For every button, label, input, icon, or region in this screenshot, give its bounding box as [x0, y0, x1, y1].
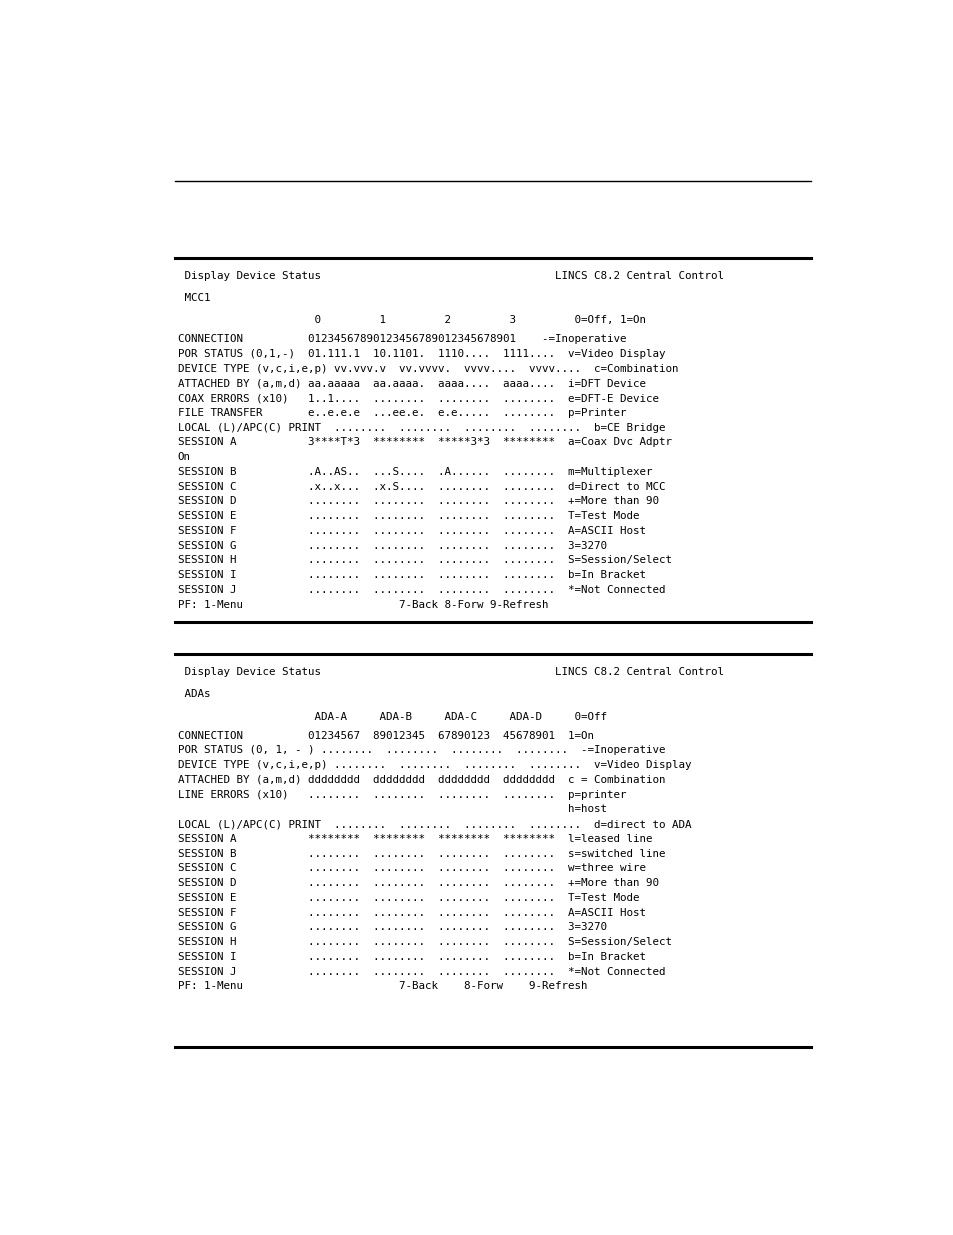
- Text: SESSION F           ........  ........  ........  ........  A=ASCII Host: SESSION F ........ ........ ........ ...…: [177, 526, 645, 536]
- Text: POR STATUS (0,1,-)  01.111.1  10.1101.  1110....  1111....  v=Video Display: POR STATUS (0,1,-) 01.111.1 10.1101. 111…: [177, 350, 664, 359]
- Text: PF: 1-Menu                        7-Back    8-Forw    9-Refresh: PF: 1-Menu 7-Back 8-Forw 9-Refresh: [177, 982, 586, 992]
- Text: FILE TRANSFER       e..e.e.e  ...ee.e.  e.e.....  ........  p=Printer: FILE TRANSFER e..e.e.e ...ee.e. e.e.....…: [177, 408, 625, 417]
- Text: ADA-A     ADA-B     ADA-C     ADA-D     0=Off: ADA-A ADA-B ADA-C ADA-D 0=Off: [177, 711, 606, 721]
- Text: SESSION H           ........  ........  ........  ........  S=Session/Select: SESSION H ........ ........ ........ ...…: [177, 556, 671, 566]
- Text: SESSION G           ........  ........  ........  ........  3=3270: SESSION G ........ ........ ........ ...…: [177, 923, 606, 932]
- Text: SESSION E           ........  ........  ........  ........  T=Test Mode: SESSION E ........ ........ ........ ...…: [177, 893, 639, 903]
- Text: LINE ERRORS (x10)   ........  ........  ........  ........  p=printer: LINE ERRORS (x10) ........ ........ ....…: [177, 789, 625, 800]
- Text: SESSION J           ........  ........  ........  ........  *=Not Connected: SESSION J ........ ........ ........ ...…: [177, 585, 664, 595]
- Text: DEVICE TYPE (v,c,i,e,p) ........  ........  ........  ........  v=Video Display: DEVICE TYPE (v,c,i,e,p) ........ .......…: [177, 761, 690, 771]
- Text: DEVICE TYPE (v,c,i,e,p) vv.vvv.v  vv.vvvv.  vvvv....  vvvv....  c=Combination: DEVICE TYPE (v,c,i,e,p) vv.vvv.v vv.vvvv…: [177, 363, 678, 374]
- Text: ATTACHED BY (a,m,d) dddddddd  dddddddd  dddddddd  dddddddd  c = Combination: ATTACHED BY (a,m,d) dddddddd dddddddd dd…: [177, 776, 664, 785]
- Text: CONNECTION          01234567  89012345  67890123  45678901  1=On: CONNECTION 01234567 89012345 67890123 45…: [177, 731, 593, 741]
- Text: 0         1         2         3         0=Off, 1=On: 0 1 2 3 0=Off, 1=On: [177, 315, 645, 325]
- Text: h=host: h=host: [177, 804, 606, 814]
- Text: On: On: [177, 452, 191, 462]
- Text: SESSION E           ........  ........  ........  ........  T=Test Mode: SESSION E ........ ........ ........ ...…: [177, 511, 639, 521]
- Text: SESSION B           ........  ........  ........  ........  s=switched line: SESSION B ........ ........ ........ ...…: [177, 848, 664, 858]
- Text: SESSION D           ........  ........  ........  ........  +=More than 90: SESSION D ........ ........ ........ ...…: [177, 496, 658, 506]
- Text: SESSION I           ........  ........  ........  ........  b=In Bracket: SESSION I ........ ........ ........ ...…: [177, 571, 645, 580]
- Text: ADAs: ADAs: [177, 689, 210, 699]
- Text: Display Device Status                                    LINCS C8.2 Central Cont: Display Device Status LINCS C8.2 Central…: [177, 270, 723, 280]
- Text: SESSION A           3****T*3  ********  *****3*3  ********  a=Coax Dvc Adptr: SESSION A 3****T*3 ******** *****3*3 ***…: [177, 437, 671, 447]
- Text: MCC1: MCC1: [177, 293, 210, 303]
- Text: PF: 1-Menu                        7-Back 8-Forw 9-Refresh: PF: 1-Menu 7-Back 8-Forw 9-Refresh: [177, 599, 548, 610]
- Text: SESSION F           ........  ........  ........  ........  A=ASCII Host: SESSION F ........ ........ ........ ...…: [177, 908, 645, 918]
- Text: ATTACHED BY (a,m,d) aa.aaaaa  aa.aaaa.  aaaa....  aaaa....  i=DFT Device: ATTACHED BY (a,m,d) aa.aaaaa aa.aaaa. aa…: [177, 378, 645, 389]
- Text: COAX ERRORS (x10)   1..1....  ........  ........  ........  e=DFT-E Device: COAX ERRORS (x10) 1..1.... ........ ....…: [177, 393, 658, 403]
- Text: POR STATUS (0, 1, - ) ........  ........  ........  ........  -=Inoperative: POR STATUS (0, 1, - ) ........ ........ …: [177, 746, 664, 756]
- Text: SESSION G           ........  ........  ........  ........  3=3270: SESSION G ........ ........ ........ ...…: [177, 541, 606, 551]
- Text: SESSION H           ........  ........  ........  ........  S=Session/Select: SESSION H ........ ........ ........ ...…: [177, 937, 671, 947]
- Text: LOCAL (L)/APC(C) PRINT  ........  ........  ........  ........  b=CE Bridge: LOCAL (L)/APC(C) PRINT ........ ........…: [177, 422, 664, 432]
- Text: SESSION A           ********  ********  ********  ********  l=leased line: SESSION A ******** ******** ******** ***…: [177, 834, 652, 844]
- Text: CONNECTION          01234567890123456789012345678901    -=Inoperative: CONNECTION 01234567890123456789012345678…: [177, 335, 625, 345]
- Text: SESSION I           ........  ........  ........  ........  b=In Bracket: SESSION I ........ ........ ........ ...…: [177, 952, 645, 962]
- Text: Display Device Status                                    LINCS C8.2 Central Cont: Display Device Status LINCS C8.2 Central…: [177, 667, 723, 677]
- Text: SESSION D           ........  ........  ........  ........  +=More than 90: SESSION D ........ ........ ........ ...…: [177, 878, 658, 888]
- Text: SESSION J           ........  ........  ........  ........  *=Not Connected: SESSION J ........ ........ ........ ...…: [177, 967, 664, 977]
- Text: SESSION B           .A..AS..  ...S....  .A......  ........  m=Multiplexer: SESSION B .A..AS.. ...S.... .A...... ...…: [177, 467, 652, 477]
- Text: SESSION C           .x..x...  .x.S....  ........  ........  d=Direct to MCC: SESSION C .x..x... .x.S.... ........ ...…: [177, 482, 664, 492]
- Text: SESSION C           ........  ........  ........  ........  w=three wire: SESSION C ........ ........ ........ ...…: [177, 863, 645, 873]
- Text: LOCAL (L)/APC(C) PRINT  ........  ........  ........  ........  d=direct to ADA: LOCAL (L)/APC(C) PRINT ........ ........…: [177, 819, 690, 829]
